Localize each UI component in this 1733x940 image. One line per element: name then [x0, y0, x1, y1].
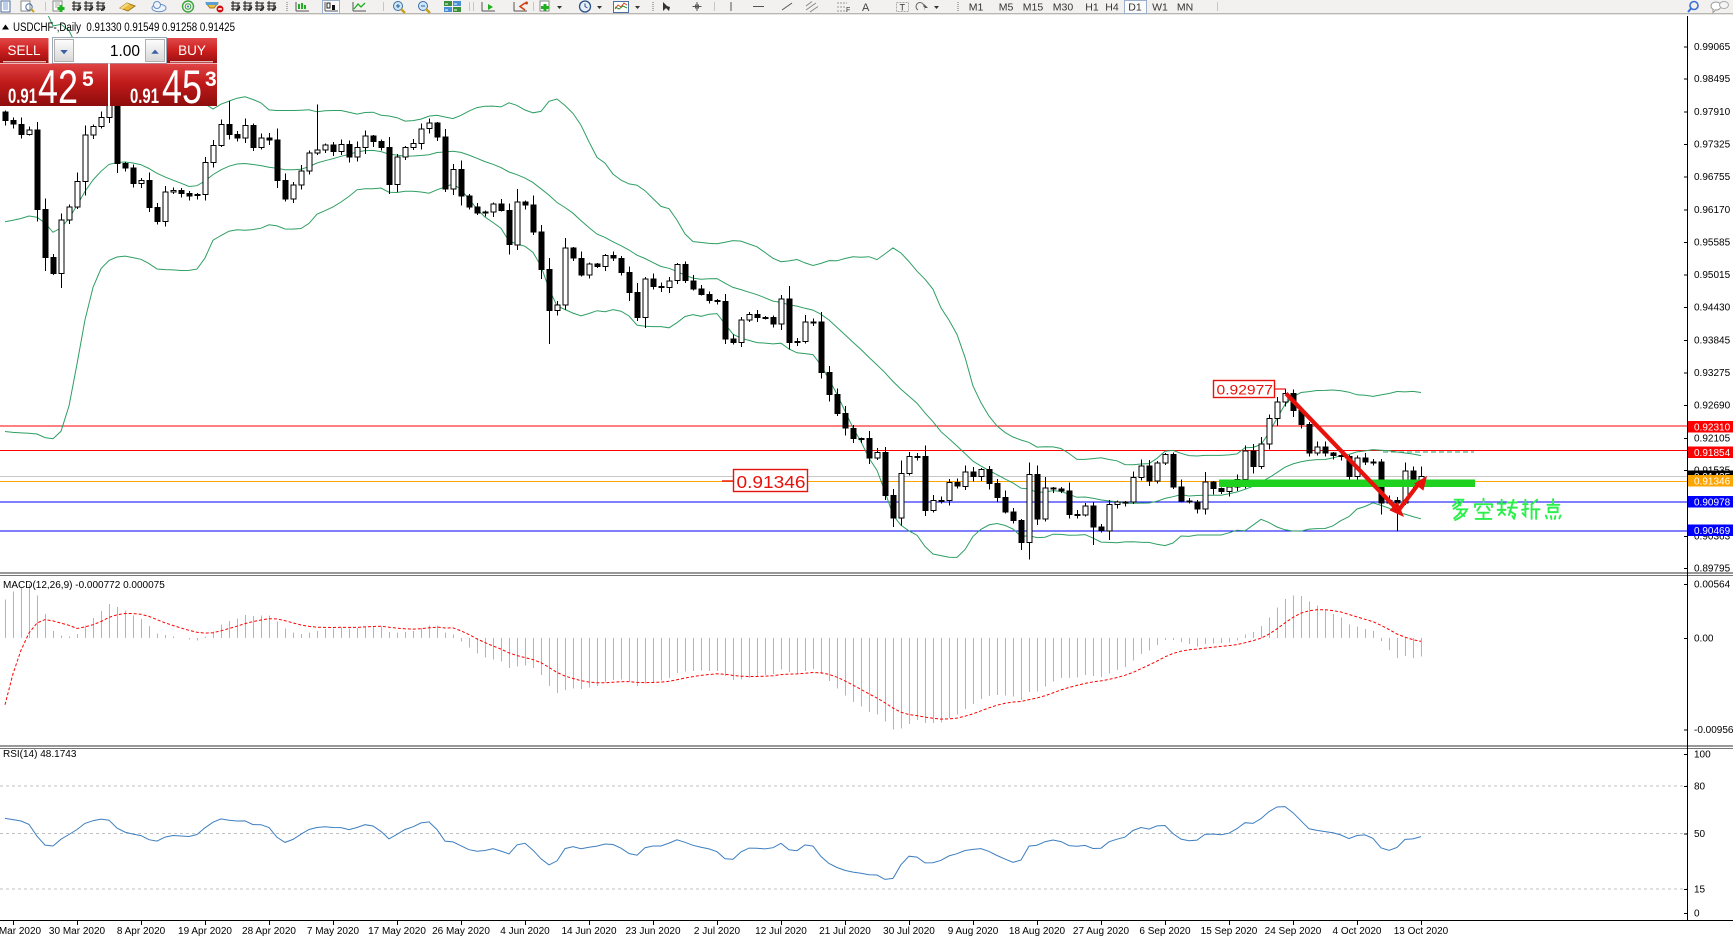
- svg-text:19 Apr 2020: 19 Apr 2020: [178, 926, 232, 937]
- svg-text:SELL: SELL: [7, 43, 41, 58]
- svg-text:0.92310: 0.92310: [1694, 422, 1731, 433]
- svg-text:20 Mar 2020: 20 Mar 2020: [0, 926, 42, 937]
- svg-text:12 Jul 2020: 12 Jul 2020: [755, 926, 807, 937]
- svg-text:0.96755: 0.96755: [1694, 172, 1731, 183]
- svg-text:0.00564: 0.00564: [1694, 580, 1731, 591]
- svg-text:0.91854: 0.91854: [1694, 448, 1731, 459]
- svg-text:100: 100: [1694, 750, 1711, 761]
- svg-text:M15: M15: [1023, 2, 1044, 14]
- svg-text:M30: M30: [1053, 2, 1074, 14]
- svg-text:0.90363: 0.90363: [1694, 532, 1731, 543]
- svg-text:15 Sep 2020: 15 Sep 2020: [1201, 926, 1258, 937]
- svg-text:23 Jun 2020: 23 Jun 2020: [625, 926, 680, 937]
- svg-text:21 Jul 2020: 21 Jul 2020: [819, 926, 871, 937]
- svg-text:0.95015: 0.95015: [1694, 270, 1731, 281]
- svg-text:M1: M1: [969, 2, 984, 14]
- svg-text:6 Sep 2020: 6 Sep 2020: [1139, 926, 1191, 937]
- svg-text:13 Oct 2020: 13 Oct 2020: [1394, 926, 1449, 937]
- svg-text:45: 45: [162, 60, 202, 113]
- svg-text:BUY: BUY: [178, 43, 206, 58]
- svg-text:USDCHF-,Daily 0.91330 0.91549: USDCHF-,Daily 0.91330 0.91549 0.91258 0.…: [13, 22, 235, 34]
- svg-text:1.00: 1.00: [110, 43, 141, 60]
- svg-text:3: 3: [205, 68, 217, 91]
- svg-text:0.91346: 0.91346: [1694, 477, 1731, 488]
- svg-text:D1: D1: [1128, 2, 1142, 14]
- svg-text:7 May 2020: 7 May 2020: [307, 926, 360, 937]
- svg-text:18 Aug 2020: 18 Aug 2020: [1009, 926, 1066, 937]
- svg-text:9 Aug 2020: 9 Aug 2020: [948, 926, 999, 937]
- svg-text:0.92105: 0.92105: [1694, 434, 1731, 445]
- svg-text:0.94430: 0.94430: [1694, 303, 1731, 314]
- svg-text:F: F: [846, 7, 850, 14]
- svg-text:14 Jun 2020: 14 Jun 2020: [561, 926, 616, 937]
- svg-text:0: 0: [1694, 909, 1700, 920]
- svg-text:0.96170: 0.96170: [1694, 205, 1731, 216]
- svg-text:RSI(14) 48.1743: RSI(14) 48.1743: [3, 749, 77, 760]
- svg-text:M5: M5: [999, 2, 1014, 14]
- svg-text:26 May 2020: 26 May 2020: [432, 926, 490, 937]
- svg-text:0.90978: 0.90978: [1694, 497, 1731, 508]
- svg-text:0.91346: 0.91346: [737, 472, 806, 492]
- svg-text:8 Apr 2020: 8 Apr 2020: [117, 926, 166, 937]
- svg-text:30 Jul 2020: 30 Jul 2020: [883, 926, 935, 937]
- svg-text:27 Aug 2020: 27 Aug 2020: [1073, 926, 1130, 937]
- svg-text:4 Oct 2020: 4 Oct 2020: [1333, 926, 1382, 937]
- svg-text:50: 50: [1694, 829, 1706, 840]
- svg-text:-0.009565: -0.009565: [1694, 725, 1733, 736]
- svg-text:0.97910: 0.97910: [1694, 107, 1731, 118]
- svg-text:0.92977: 0.92977: [1217, 382, 1274, 398]
- svg-text:80: 80: [1694, 781, 1706, 792]
- svg-text:0.90469: 0.90469: [1694, 526, 1731, 537]
- svg-text:2 Jul 2020: 2 Jul 2020: [694, 926, 741, 937]
- svg-text:5: 5: [82, 68, 94, 91]
- svg-text:MACD(12,26,9) -0.000772 0.0000: MACD(12,26,9) -0.000772 0.000075: [3, 580, 165, 591]
- svg-text:30 Mar 2020: 30 Mar 2020: [49, 926, 106, 937]
- svg-text:W1: W1: [1152, 2, 1168, 14]
- svg-text:MN: MN: [1177, 2, 1193, 14]
- svg-text:0.99065: 0.99065: [1694, 42, 1731, 53]
- svg-text:0.91: 0.91: [8, 85, 37, 108]
- svg-text:0.97325: 0.97325: [1694, 140, 1731, 151]
- svg-text:17 May 2020: 17 May 2020: [368, 926, 426, 937]
- svg-text:15: 15: [1694, 885, 1706, 896]
- svg-text:0.91: 0.91: [130, 85, 159, 108]
- svg-text:0.98495: 0.98495: [1694, 74, 1731, 85]
- svg-text:0.89795: 0.89795: [1694, 564, 1731, 575]
- svg-text:4 Jun 2020: 4 Jun 2020: [500, 926, 550, 937]
- svg-text:28 Apr 2020: 28 Apr 2020: [242, 926, 296, 937]
- svg-text:H4: H4: [1105, 2, 1119, 14]
- svg-text:42: 42: [38, 60, 78, 113]
- svg-text:24 Sep 2020: 24 Sep 2020: [1265, 926, 1322, 937]
- svg-text:0.95585: 0.95585: [1694, 238, 1731, 249]
- svg-text:0.93275: 0.93275: [1694, 368, 1731, 379]
- svg-text:A: A: [862, 2, 870, 14]
- svg-text:T: T: [900, 3, 906, 13]
- svg-text:H1: H1: [1085, 2, 1099, 14]
- svg-text:0.93845: 0.93845: [1694, 336, 1731, 347]
- svg-text:0.00: 0.00: [1694, 634, 1714, 645]
- svg-text:0.92690: 0.92690: [1694, 401, 1731, 412]
